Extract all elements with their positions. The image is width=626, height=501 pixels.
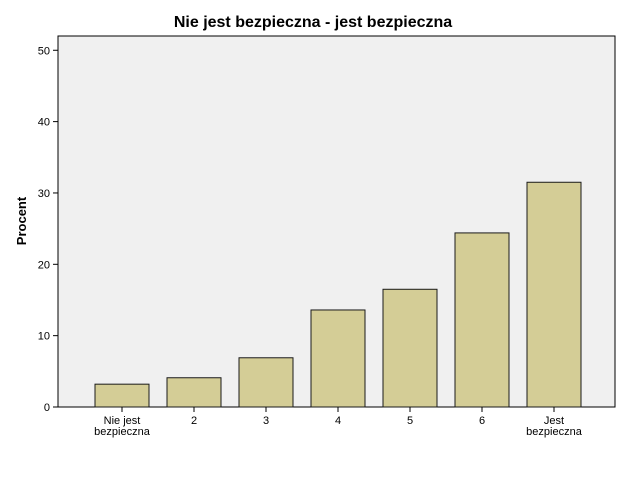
x-tick-label: 4 — [335, 415, 341, 427]
x-axis: Nie jest bezpieczna 2 3 4 5 6 Jest bezpieczna — [94, 407, 583, 438]
x-tick-label: 3 — [263, 415, 269, 427]
x-tick-label: Jest bezpieczna — [526, 415, 583, 438]
y-tick-label: 0 — [44, 402, 50, 414]
y-tick-label: 20 — [38, 259, 50, 271]
x-tick-label: 6 — [479, 415, 485, 427]
chart-title: Nie jest bezpieczna - jest bezpieczna — [174, 14, 452, 31]
bar-series — [94, 181, 582, 408]
y-tick-label: 30 — [38, 188, 50, 200]
y-tick-label: 40 — [38, 117, 50, 129]
bar — [166, 377, 222, 408]
y-axis: 0 10 20 30 40 50 — [38, 45, 58, 414]
bar — [238, 357, 294, 408]
bar — [382, 288, 438, 408]
bar — [94, 383, 150, 408]
y-tick-label: 10 — [38, 331, 50, 343]
y-tick-label: 50 — [38, 45, 50, 57]
bar — [526, 181, 582, 408]
x-tick-label: Nie jest bezpieczna — [94, 415, 151, 438]
x-tick-label: 2 — [191, 415, 197, 427]
bar — [454, 232, 510, 408]
bar — [310, 309, 366, 408]
y-axis-label: Procent — [14, 196, 29, 245]
x-tick-label: 5 — [407, 415, 413, 427]
